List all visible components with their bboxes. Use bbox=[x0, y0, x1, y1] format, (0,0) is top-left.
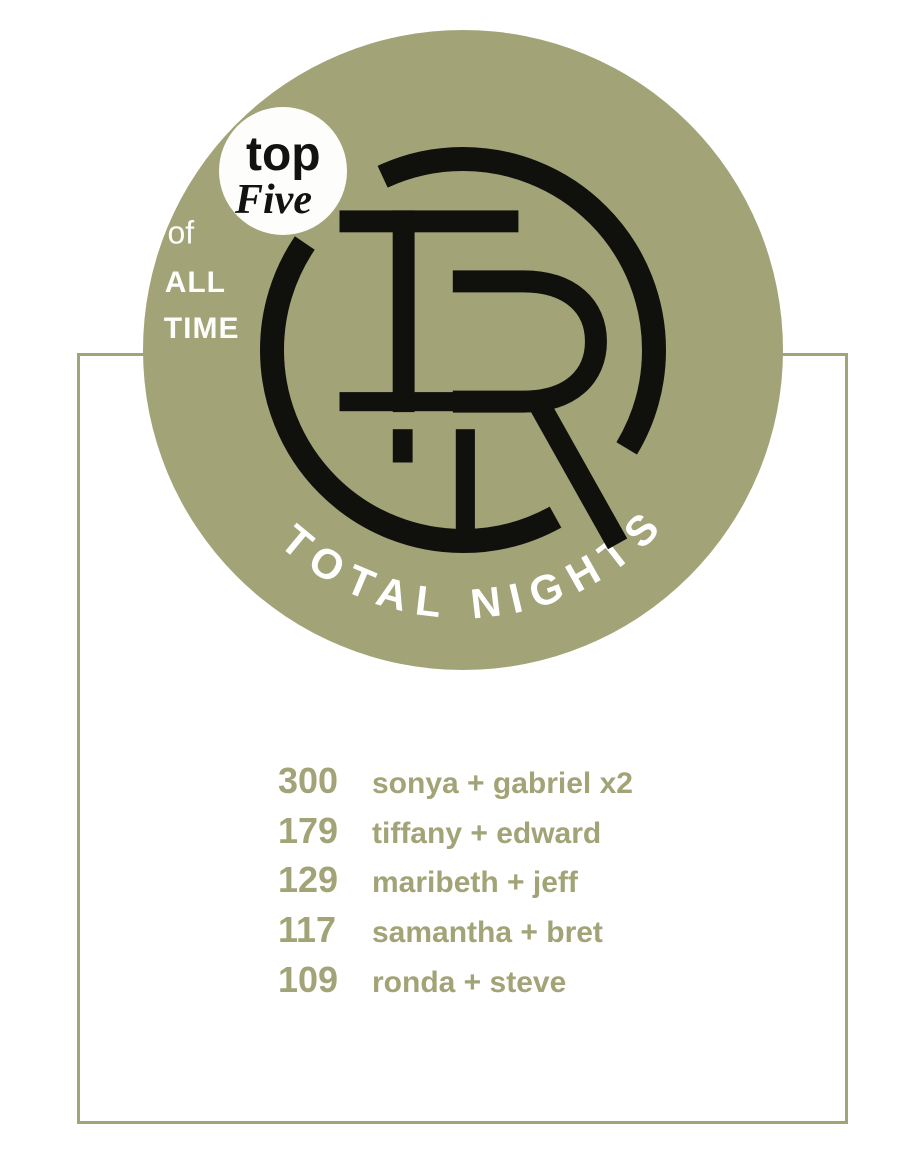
svg-text:of: of bbox=[168, 215, 195, 251]
svg-text:Five: Five bbox=[234, 177, 312, 223]
svg-text:TIME: TIME bbox=[164, 312, 240, 345]
svg-text:ALL: ALL bbox=[165, 266, 226, 299]
svg-text:top: top bbox=[246, 128, 321, 181]
